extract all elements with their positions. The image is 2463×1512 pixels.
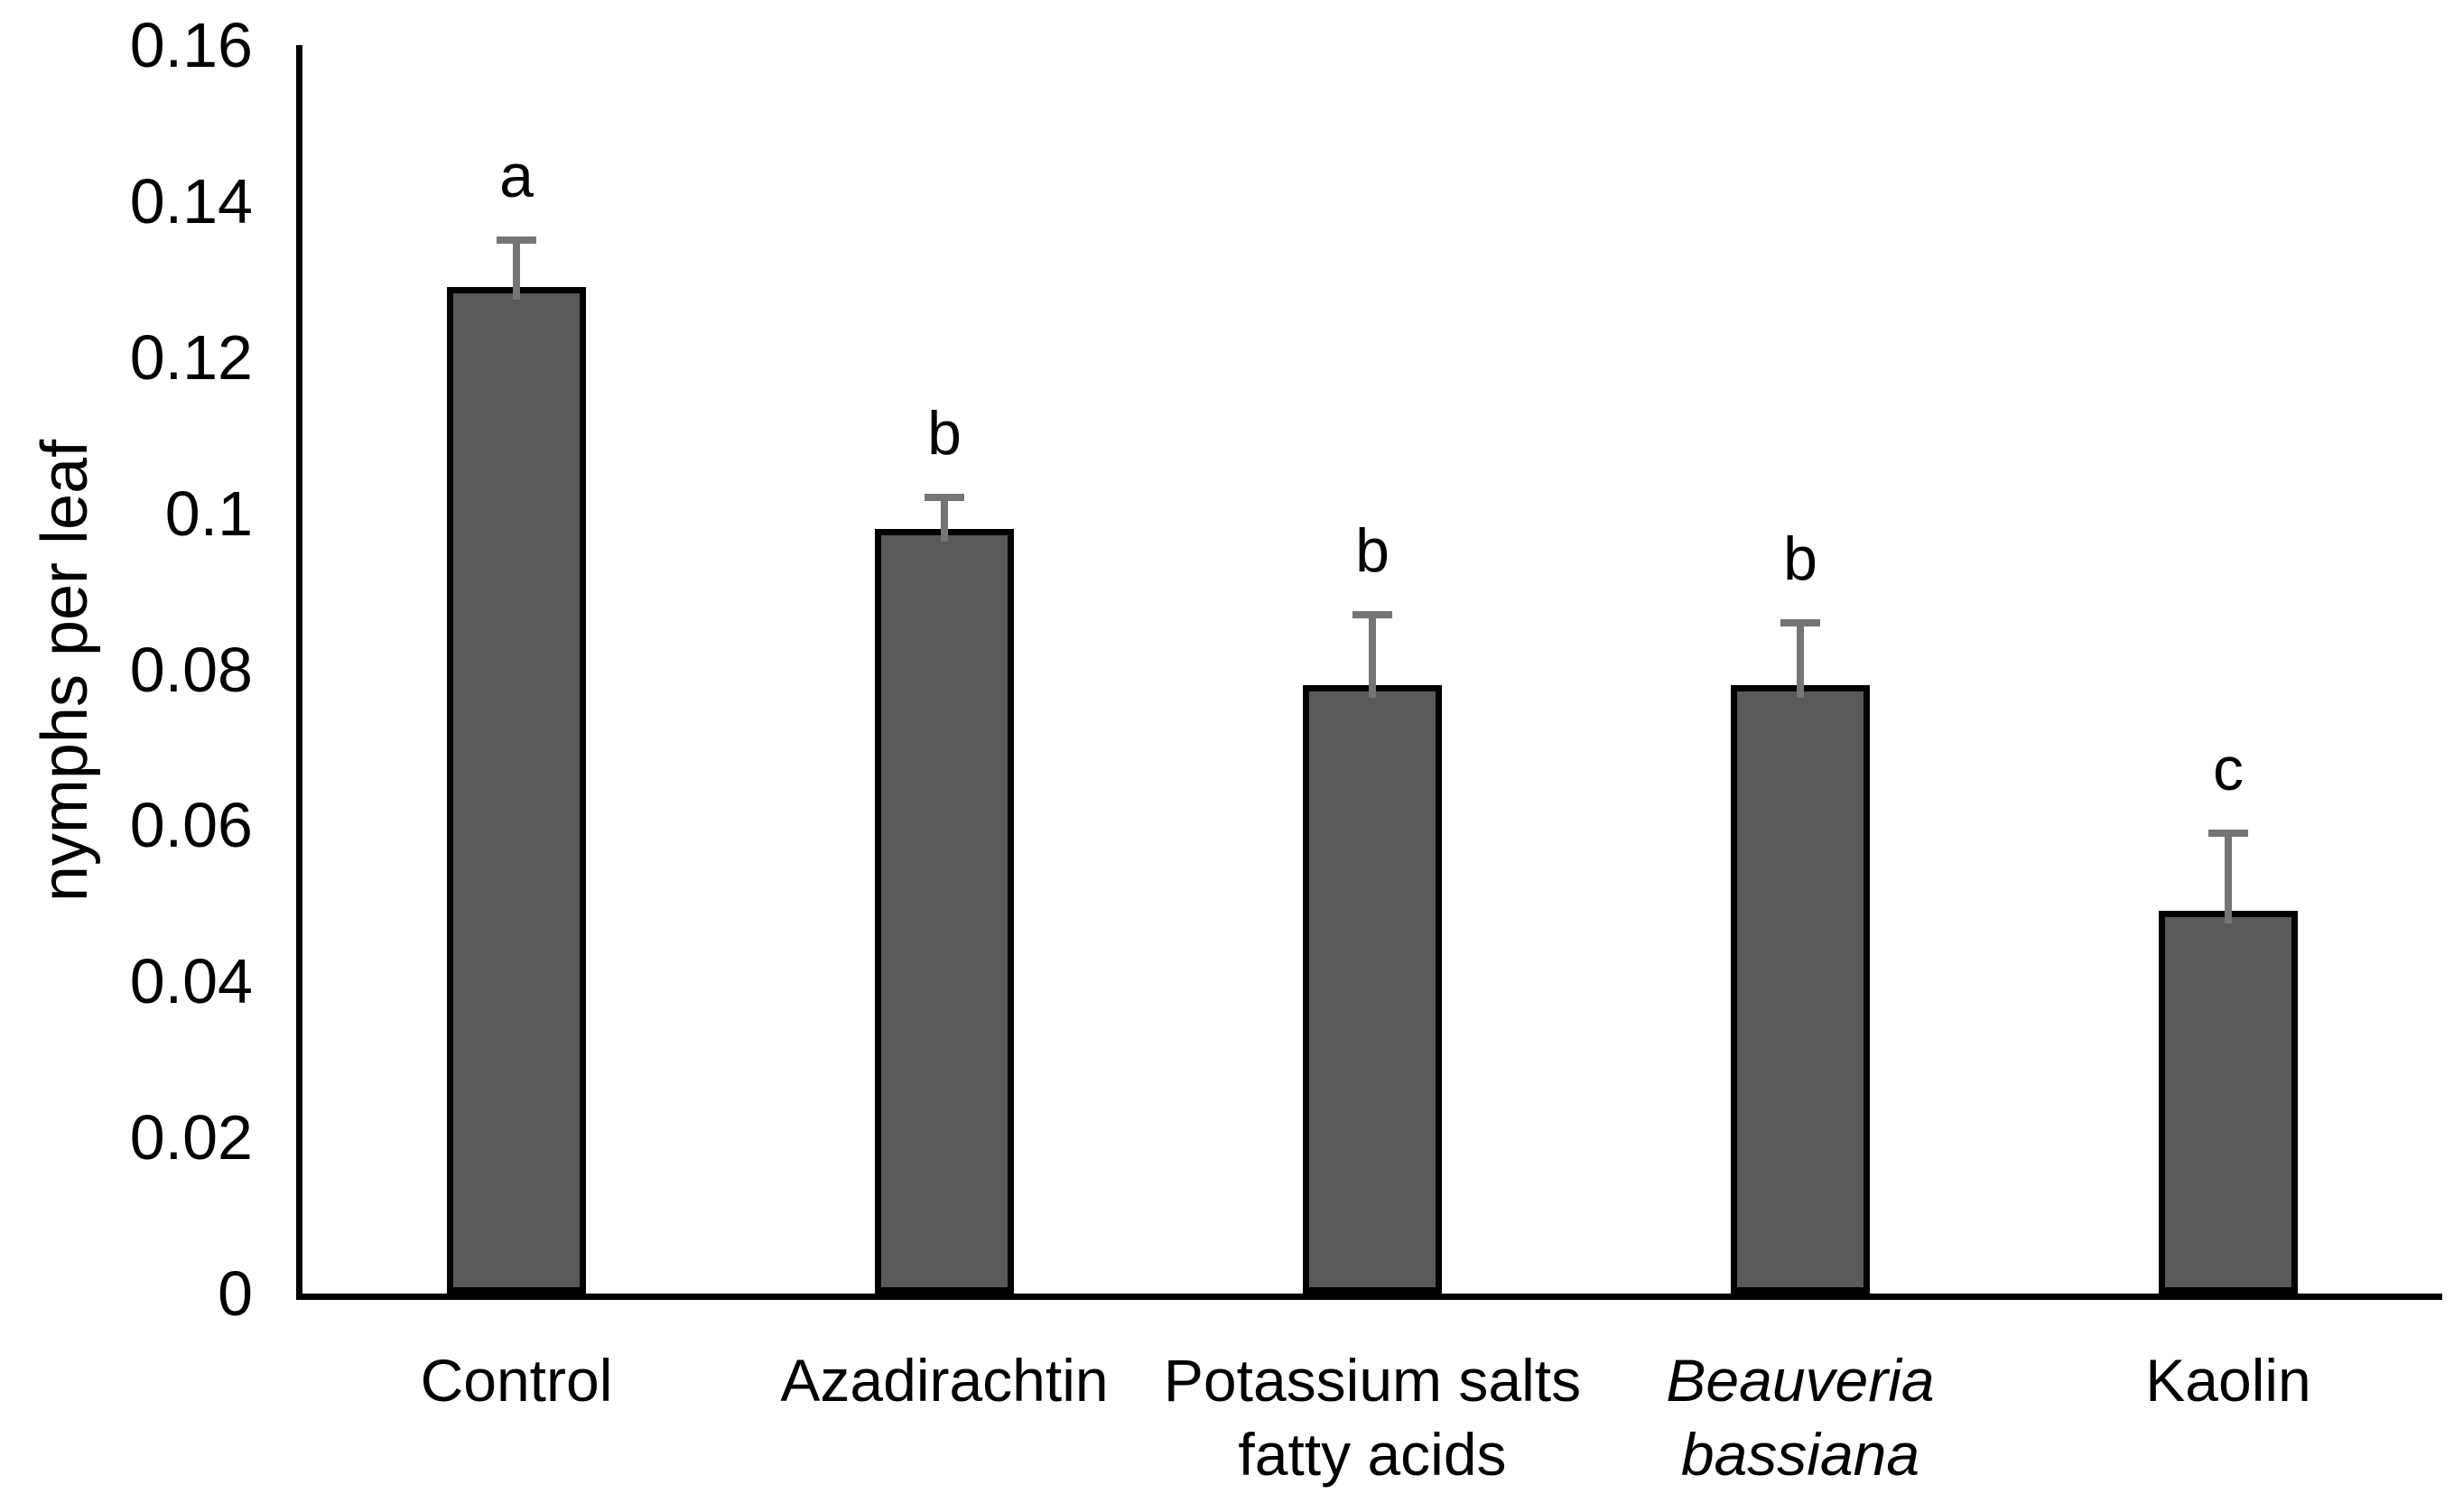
x-tick-label: Potassium salts fatty acids <box>1163 1347 1582 1488</box>
error-bar-cap <box>1352 610 1392 618</box>
y-tick-label: 0 <box>218 1258 253 1329</box>
y-tick-label: 0.16 <box>129 10 253 80</box>
error-bar-line <box>2225 833 2232 924</box>
error-bar-line <box>1797 622 1804 698</box>
x-tick-label: Beauveria bassiana <box>1666 1347 1935 1488</box>
x-tick-label: Kaolin <box>2145 1347 2311 1414</box>
significance-letter: b <box>1355 515 1390 585</box>
y-tick-label: 0.08 <box>129 634 253 705</box>
y-axis-line <box>296 45 302 1300</box>
error-bar-cap <box>925 494 964 502</box>
bar <box>447 286 586 1294</box>
bar <box>2159 911 2298 1294</box>
error-bar-line <box>513 240 520 300</box>
error-bar-cap <box>2208 830 2248 838</box>
error-bar-line <box>1369 614 1376 698</box>
bar <box>1731 684 1870 1294</box>
error-bar-cap <box>1780 618 1820 626</box>
error-bar-line <box>941 497 948 542</box>
significance-letter: c <box>2213 735 2244 804</box>
y-tick-label: 0.14 <box>129 165 253 237</box>
y-tick-label: 0.12 <box>129 321 253 393</box>
significance-letter: b <box>1783 524 1817 593</box>
significance-letter: a <box>499 142 534 211</box>
significance-letter: b <box>927 399 962 468</box>
x-tick-label: Azadirachtin <box>780 1347 1109 1414</box>
x-axis-line <box>296 1294 2442 1300</box>
y-tick-label: 0.02 <box>129 1102 253 1173</box>
x-tick-label: Control <box>420 1347 613 1414</box>
y-tick-label: 0.06 <box>129 790 253 861</box>
y-tick-label: 0.04 <box>129 946 253 1017</box>
bar <box>875 528 1014 1294</box>
y-tick-label: 0.1 <box>164 478 253 549</box>
error-bar-cap <box>497 237 536 245</box>
bar <box>1303 684 1442 1294</box>
